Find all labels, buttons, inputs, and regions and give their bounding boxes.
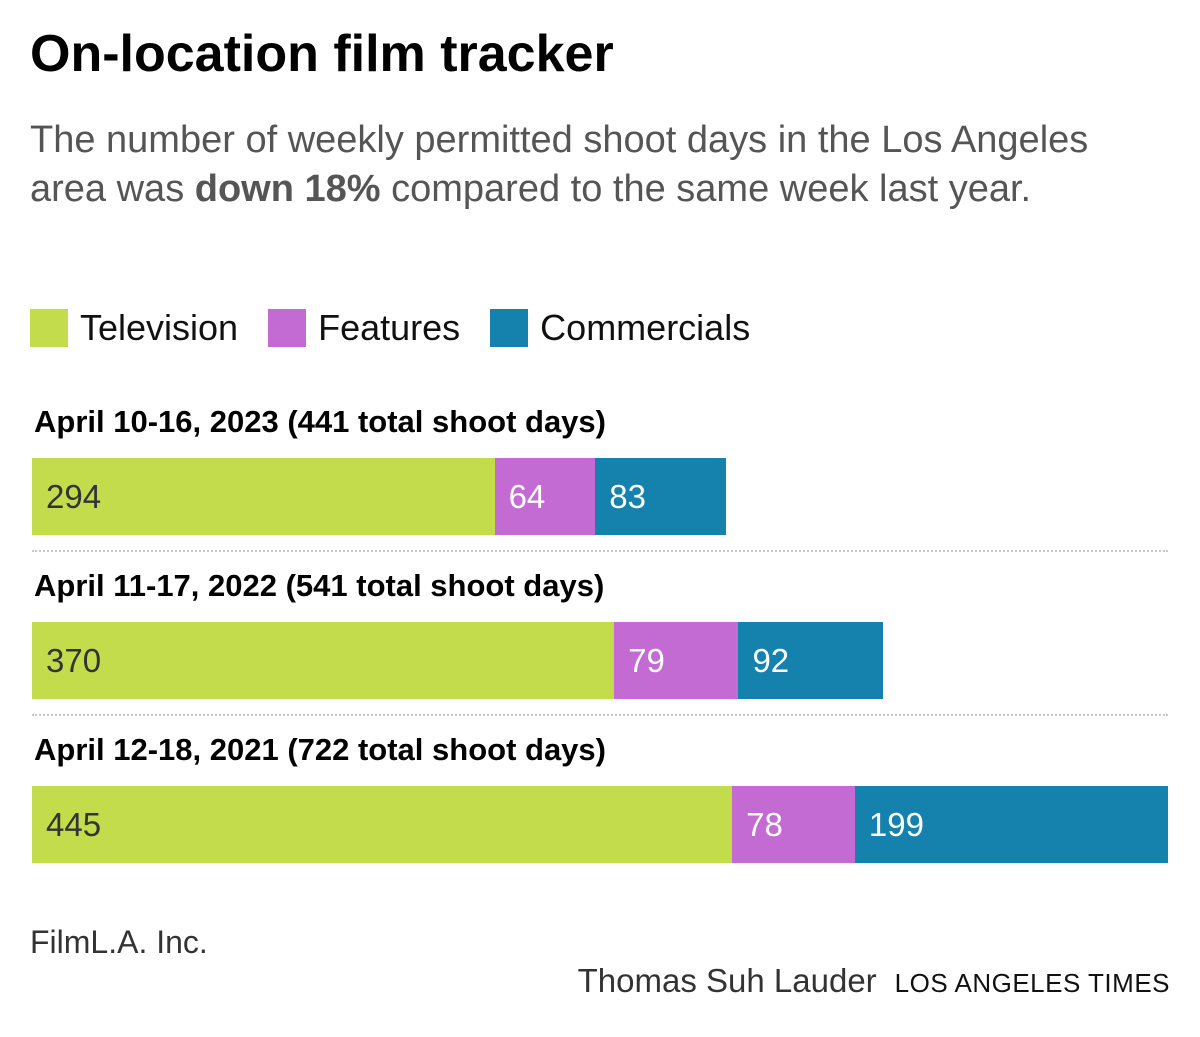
row-divider [32, 714, 1168, 716]
stacked-bar-2021: 445 78 199 [32, 786, 1168, 863]
legend-swatch-features [268, 309, 307, 347]
legend: Television Features Commercials [30, 306, 780, 350]
data-label-commercials: 83 [609, 477, 646, 515]
bar-group-2022: April 11-17, 2022 (541 total shoot days)… [32, 566, 1168, 699]
bar-group-2021: April 12-18, 2021 (722 total shoot days)… [32, 730, 1168, 863]
data-label-commercials: 199 [868, 805, 924, 843]
category-label-2023: April 10-16, 2023 (441 total shoot days) [34, 404, 606, 439]
subtitle-text-before: The number of weekly permitted shoot day… [30, 119, 1089, 210]
subtitle-text-after: compared to the same week last year. [380, 168, 1032, 210]
bar-segment-features: 64 [494, 458, 596, 535]
data-label-features: 79 [628, 641, 665, 679]
bar-segment-commercials: 199 [854, 786, 1168, 863]
row-divider [32, 550, 1168, 552]
bar-segment-television: 370 [32, 622, 615, 699]
stacked-bar-2023: 294 64 83 [32, 458, 1168, 535]
data-label-television: 370 [46, 641, 102, 679]
bar-segment-features: 79 [614, 622, 739, 699]
data-label-commercials: 92 [752, 641, 790, 679]
credit-author: Thomas Suh Lauder [577, 962, 877, 999]
bar-group-2023: April 10-16, 2023 (441 total shoot days)… [32, 402, 1168, 535]
credit-org: LOS ANGELES TIMES [894, 968, 1170, 998]
legend-swatch-commercials [490, 309, 529, 347]
category-label-2021: April 12-18, 2021 (722 total shoot days) [34, 732, 606, 767]
bar-segment-television: 445 [32, 786, 733, 863]
chart-subtitle: The number of weekly permitted shoot day… [30, 116, 1110, 214]
data-label-features: 78 [746, 805, 783, 843]
bar-segment-television: 294 [32, 458, 495, 535]
legend-swatch-television [30, 309, 68, 347]
legend-item-commercials: Commercials [490, 306, 750, 350]
legend-label-features: Features [318, 307, 461, 348]
legend-item-television: Television [30, 306, 238, 350]
bar-segment-features: 78 [732, 786, 855, 863]
source-note: FilmL.A. Inc. [30, 924, 208, 960]
legend-item-features: Features [268, 306, 460, 350]
data-label-television: 294 [46, 477, 102, 515]
legend-label-commercials: Commercials [540, 307, 751, 348]
data-label-television: 445 [46, 805, 102, 843]
stacked-bar-2022: 370 79 92 [32, 622, 1168, 699]
chart-title: On-location film tracker [30, 25, 614, 83]
bar-segment-commercials: 92 [738, 622, 884, 699]
bar-segment-commercials: 83 [595, 458, 726, 535]
subtitle-emphasis: down 18% [194, 168, 381, 210]
credit-line: Thomas Suh Lauder LOS ANGELES TIMES [578, 962, 1170, 1000]
legend-label-television: Television [80, 307, 239, 348]
data-label-features: 64 [508, 477, 546, 515]
category-label-2022: April 11-17, 2022 (541 total shoot days) [34, 568, 605, 603]
